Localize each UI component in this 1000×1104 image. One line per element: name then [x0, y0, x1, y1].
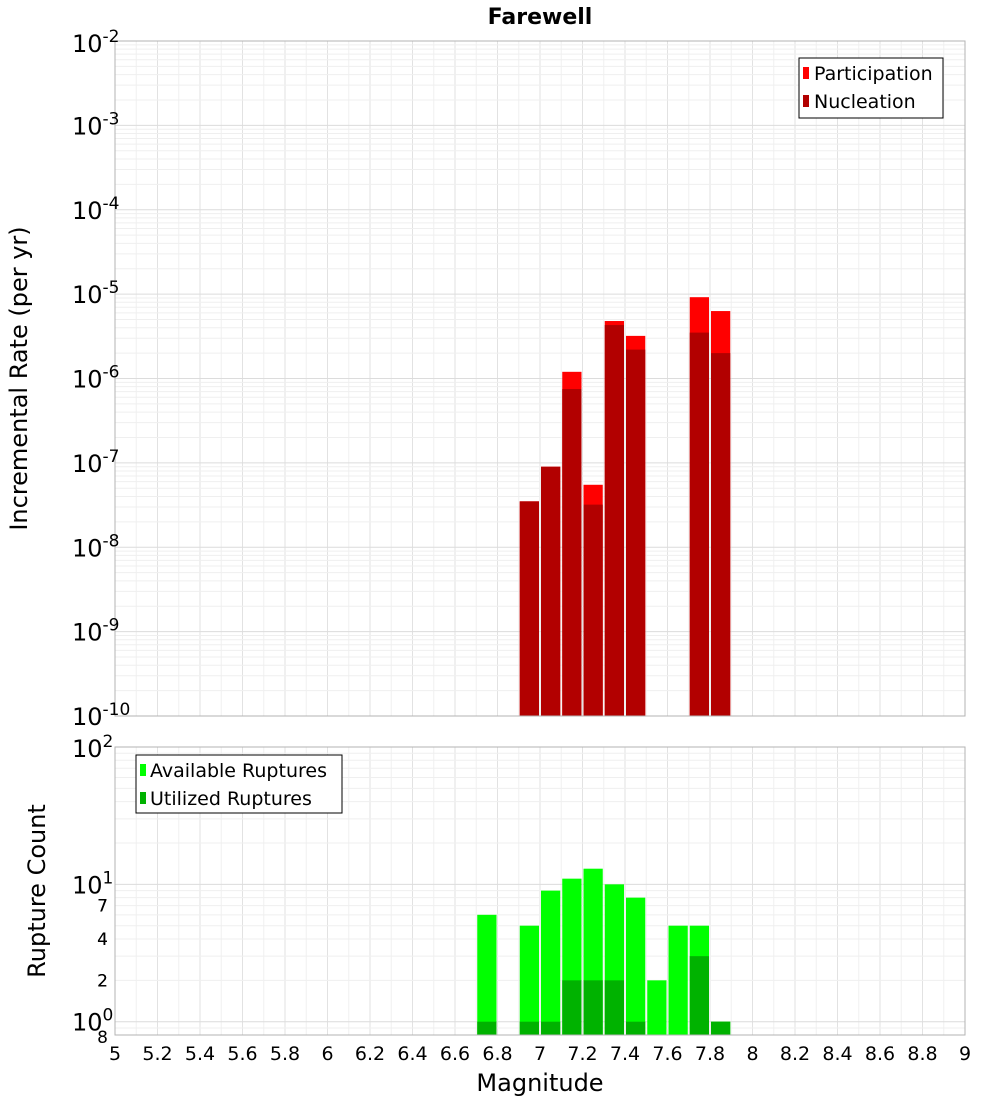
top-ytick-label: 10-10	[72, 700, 130, 731]
bottom-legend-swatch	[140, 792, 146, 804]
bottom-bar-available-ruptures	[477, 914, 497, 1035]
bottom-ytick-label: 4	[97, 930, 108, 950]
bottom-ytick-label: 7	[97, 897, 108, 917]
top-bar-nucleation	[711, 353, 731, 716]
bottom-ytick-label: 8	[97, 1028, 108, 1048]
x-tick-label: 6.8	[482, 1043, 512, 1065]
top-ytick-label: 10-7	[72, 447, 120, 478]
top-grid	[114, 40, 966, 717]
top-bar-nucleation	[562, 389, 582, 716]
x-tick-label: 7	[534, 1043, 546, 1065]
top-ytick-label: 10-5	[72, 278, 120, 309]
bottom-legend-label: Utilized Ruptures	[150, 788, 312, 810]
x-tick-label: 8.4	[822, 1043, 852, 1065]
bottom-bar-available-ruptures	[541, 890, 561, 1035]
x-tick-label: 8	[746, 1043, 758, 1065]
x-tick-label: 5.4	[185, 1043, 215, 1065]
x-tick-label: 7.8	[695, 1043, 725, 1065]
top-bar-nucleation	[519, 501, 539, 716]
x-tick-label: 7.2	[567, 1043, 597, 1065]
bottom-ytick-label: 4	[97, 930, 108, 950]
bottom-bar-utilized-ruptures	[626, 1021, 646, 1035]
x-tick-label: 6.4	[397, 1043, 427, 1065]
bottom-legend-label: Available Ruptures	[150, 760, 327, 782]
bottom-bar-utilized-ruptures	[604, 980, 624, 1035]
top-bar-nucleation	[604, 325, 624, 716]
x-axis-label: Magnitude	[476, 1069, 603, 1097]
top-legend-box	[798, 57, 944, 119]
top-legend-label: Nucleation	[814, 91, 916, 113]
top-legend-swatch	[803, 95, 809, 107]
top-ytick-label: 10-9	[72, 616, 120, 647]
bottom-legend-swatch	[140, 764, 146, 776]
bottom-y-axis-label: Rupture Count	[23, 804, 51, 978]
top-plot-border	[114, 40, 966, 717]
bottom-ytick-label: 2	[97, 971, 108, 991]
bottom-bars	[477, 868, 731, 1035]
bottom-plot-border	[114, 746, 966, 1036]
x-tick-label: 9	[959, 1043, 971, 1065]
bottom-bar-utilized-ruptures	[541, 1021, 561, 1035]
bottom-legend: Available Ruptures Utilized Ruptures	[135, 754, 343, 814]
bottom-bar-utilized-ruptures	[477, 1021, 497, 1035]
x-tick-label: 6.2	[355, 1043, 385, 1065]
x-tick-label: 6.6	[440, 1043, 470, 1065]
x-tick-label: 8.2	[780, 1043, 810, 1065]
top-ytick-label: 10-3	[72, 109, 120, 140]
x-tick-label: 5.2	[142, 1043, 172, 1065]
x-tick-label: 5.8	[270, 1043, 300, 1065]
bottom-bar-utilized-ruptures	[583, 980, 603, 1035]
top-y-axis-label: Incremental Rate (per yr)	[5, 226, 33, 530]
top-legend: Participation Nucleation	[798, 57, 944, 119]
bottom-bar-available-ruptures	[668, 925, 688, 1035]
x-tick-label: 5.6	[227, 1043, 257, 1065]
bottom-ytick-label: 7	[97, 897, 108, 917]
x-tick-label: 7.4	[610, 1043, 640, 1065]
bottom-bar-utilized-ruptures	[519, 1021, 539, 1035]
top-ytick-label: 10-8	[72, 531, 120, 562]
top-ytick-label: 10-4	[72, 194, 120, 225]
bottom-ytick-label: 101	[72, 868, 113, 899]
bottom-bar-utilized-ruptures	[562, 980, 582, 1035]
x-tick-label: 8.8	[907, 1043, 937, 1065]
top-bar-nucleation	[689, 332, 709, 716]
bottom-ytick-label: 102	[72, 732, 113, 763]
bottom-legend-box	[135, 754, 343, 814]
bottom-ytick-label: 100	[72, 1006, 113, 1037]
bottom-bar-utilized-ruptures	[689, 956, 709, 1035]
x-tick-label: 8.6	[865, 1043, 895, 1065]
top-bar-nucleation	[541, 466, 561, 716]
top-ytick-label: 10-6	[72, 363, 120, 394]
bottom-bar-available-ruptures	[626, 897, 646, 1035]
top-legend-swatch	[803, 67, 809, 79]
top-legend-label: Participation	[814, 63, 933, 85]
top-bar-nucleation	[583, 504, 603, 716]
bottom-ytick-label: 2	[97, 971, 108, 991]
top-bar-nucleation	[626, 349, 646, 716]
top-ytick-label: 10-2	[72, 27, 120, 58]
x-tick-label: 7.6	[652, 1043, 682, 1065]
bottom-bar-available-ruptures	[647, 980, 667, 1035]
top-bars	[519, 297, 731, 716]
chart-title: Farewell	[488, 5, 593, 30]
bottom-bar-available-ruptures	[519, 925, 539, 1035]
bottom-bar-utilized-ruptures	[711, 1021, 731, 1035]
x-tick-label: 5	[109, 1043, 121, 1065]
x-tick-label: 6	[321, 1043, 333, 1065]
